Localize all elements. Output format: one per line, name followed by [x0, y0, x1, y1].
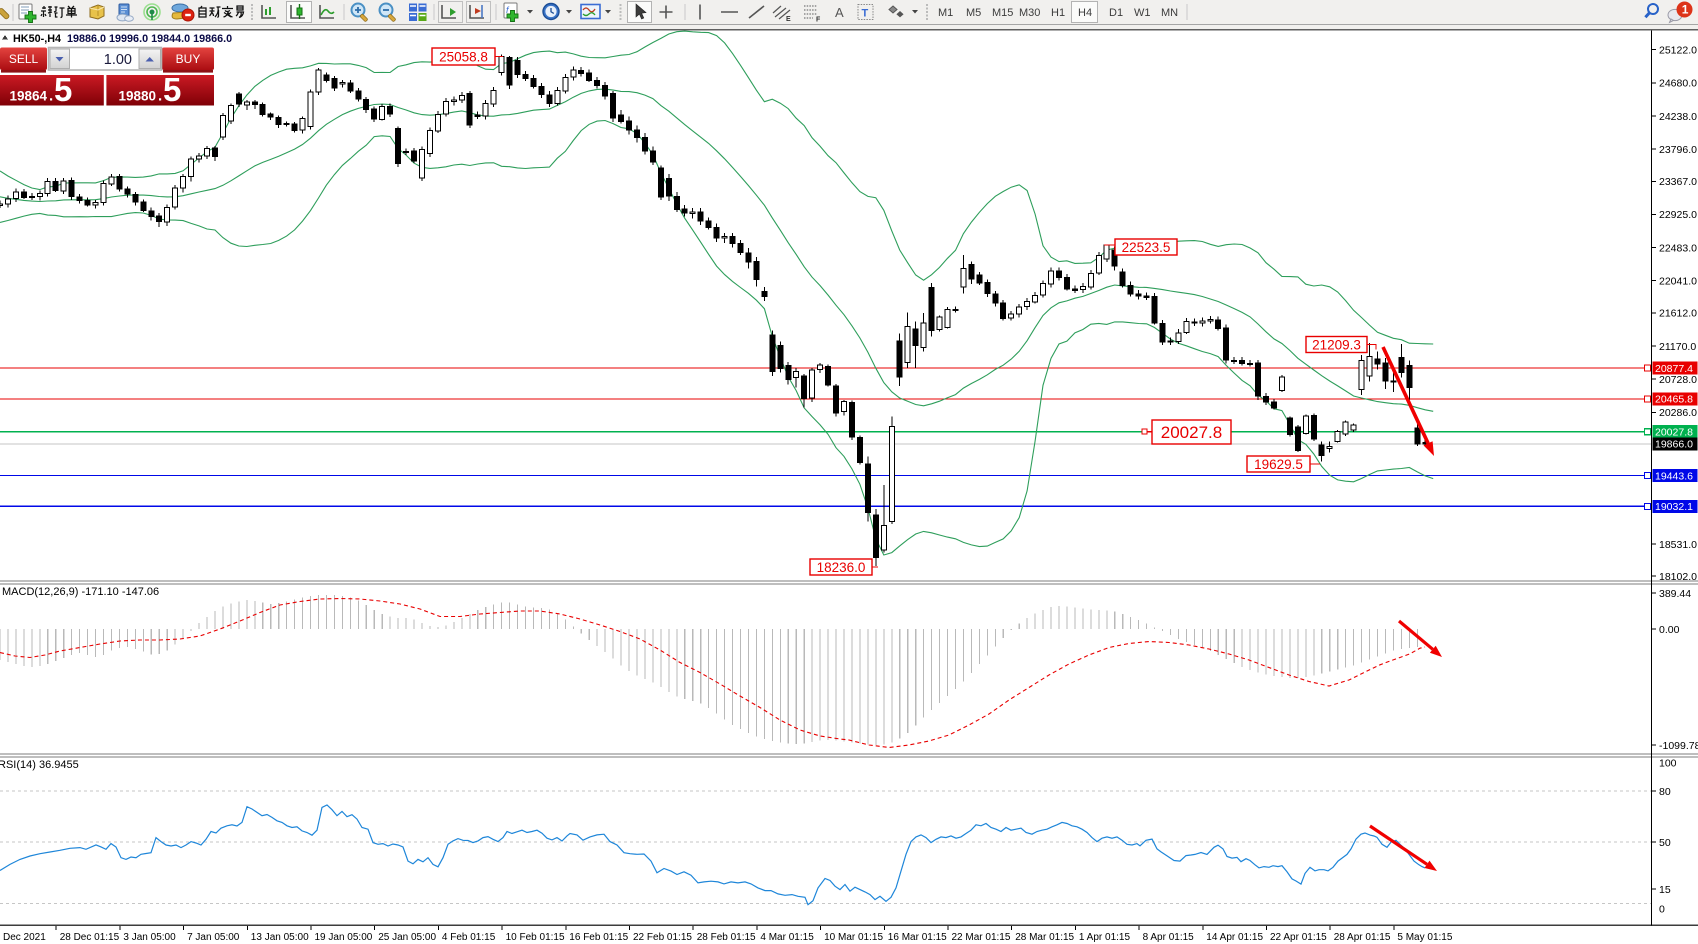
- svg-text:10 Feb 01:15: 10 Feb 01:15: [506, 932, 565, 943]
- svg-text:25122.0: 25122.0: [1659, 45, 1697, 57]
- svg-text:16 Mar 01:15: 16 Mar 01:15: [888, 932, 947, 943]
- svg-text:H1: H1: [1051, 7, 1065, 19]
- svg-text:.: .: [49, 88, 53, 105]
- svg-text:80: 80: [1659, 786, 1671, 798]
- svg-text:BUY: BUY: [176, 52, 201, 66]
- svg-text:5: 5: [163, 71, 181, 108]
- svg-text:22925.0: 22925.0: [1659, 209, 1697, 221]
- svg-text:14 Apr 01:15: 14 Apr 01:15: [1206, 932, 1263, 943]
- svg-text:19880: 19880: [118, 89, 156, 104]
- svg-text:28 Feb 01:15: 28 Feb 01:15: [697, 932, 756, 943]
- svg-text:M5: M5: [966, 7, 981, 19]
- svg-text:20728.0: 20728.0: [1659, 374, 1697, 386]
- svg-text:18236.0: 18236.0: [817, 560, 866, 575]
- svg-text:23367.0: 23367.0: [1659, 176, 1697, 188]
- svg-text:5 May 01:15: 5 May 01:15: [1397, 932, 1452, 943]
- svg-text:23796.0: 23796.0: [1659, 144, 1697, 156]
- svg-text:20027.8: 20027.8: [1655, 427, 1693, 439]
- svg-text:MACD(12,26,9) -171.10 -147.06: MACD(12,26,9) -171.10 -147.06: [2, 586, 159, 598]
- svg-text:21209.3: 21209.3: [1312, 337, 1361, 352]
- svg-text:1.00: 1.00: [104, 52, 132, 68]
- svg-text:28 Dec 01:15: 28 Dec 01:15: [60, 932, 120, 943]
- svg-text:M30: M30: [1019, 7, 1040, 19]
- svg-text:25 Jan 05:00: 25 Jan 05:00: [378, 932, 436, 943]
- svg-text:13 Jan 05:00: 13 Jan 05:00: [251, 932, 309, 943]
- svg-text:20286.0: 20286.0: [1659, 407, 1697, 419]
- svg-text:SELL: SELL: [9, 52, 39, 66]
- svg-text:0: 0: [1659, 904, 1665, 916]
- svg-text:M1: M1: [938, 7, 953, 19]
- svg-text:389.44: 389.44: [1659, 588, 1691, 600]
- svg-text:19629.5: 19629.5: [1254, 457, 1303, 472]
- svg-text:MN: MN: [1161, 7, 1178, 19]
- svg-text:5: 5: [54, 71, 72, 108]
- svg-text:19866.0: 19866.0: [1655, 439, 1693, 451]
- svg-text:19443.6: 19443.6: [1655, 470, 1693, 482]
- svg-text:28 Mar 01:15: 28 Mar 01:15: [1015, 932, 1074, 943]
- svg-text:22 Mar 01:15: 22 Mar 01:15: [952, 932, 1011, 943]
- svg-text:24238.0: 24238.0: [1659, 111, 1697, 123]
- svg-text:20877.4: 20877.4: [1655, 363, 1693, 375]
- svg-text:M15: M15: [992, 7, 1013, 19]
- svg-text:RSI(14) 36.9455: RSI(14) 36.9455: [0, 759, 79, 771]
- svg-text:HK50-,H4 19886.0 19996.0 1984: HK50-,H4 19886.0 19996.0 19844.0 19866.0: [13, 33, 232, 45]
- svg-text:18531.0: 18531.0: [1659, 539, 1697, 551]
- svg-text:H4: H4: [1078, 7, 1092, 19]
- svg-text:50: 50: [1659, 837, 1671, 849]
- svg-text:21612.0: 21612.0: [1659, 308, 1697, 320]
- svg-text:1: 1: [1682, 3, 1689, 17]
- svg-text:F: F: [816, 17, 821, 24]
- svg-text:28 Apr 01:15: 28 Apr 01:15: [1334, 932, 1391, 943]
- svg-text:A: A: [835, 5, 844, 20]
- svg-text:22 Feb 01:15: 22 Feb 01:15: [633, 932, 692, 943]
- svg-text:22041.0: 22041.0: [1659, 276, 1697, 288]
- svg-text:19864: 19864: [9, 89, 47, 104]
- svg-text:21170.0: 21170.0: [1659, 341, 1696, 353]
- svg-text:f: f: [506, 5, 510, 15]
- svg-text:16 Feb 01:15: 16 Feb 01:15: [569, 932, 628, 943]
- svg-text:100: 100: [1659, 758, 1677, 770]
- svg-text:3 Jan 05:00: 3 Jan 05:00: [123, 932, 176, 943]
- svg-text:20465.8: 20465.8: [1655, 394, 1693, 406]
- svg-text:24680.0: 24680.0: [1659, 78, 1697, 90]
- svg-text:8 Apr 01:15: 8 Apr 01:15: [1143, 932, 1195, 943]
- svg-text:19032.1: 19032.1: [1655, 501, 1693, 513]
- svg-text:10 Mar 01:15: 10 Mar 01:15: [824, 932, 883, 943]
- svg-text:25058.8: 25058.8: [439, 49, 488, 64]
- svg-text:E: E: [786, 16, 791, 23]
- svg-text:0.00: 0.00: [1659, 624, 1680, 636]
- svg-text:22483.0: 22483.0: [1659, 242, 1697, 254]
- svg-text:20027.8: 20027.8: [1161, 423, 1222, 442]
- svg-text:W1: W1: [1134, 7, 1151, 19]
- svg-text:D1: D1: [1109, 7, 1123, 19]
- svg-text:-1099.78: -1099.78: [1659, 740, 1698, 752]
- svg-text:22523.5: 22523.5: [1122, 240, 1171, 255]
- svg-text:7 Jan 05:00: 7 Jan 05:00: [187, 932, 240, 943]
- svg-text:4 Feb 01:15: 4 Feb 01:15: [442, 932, 496, 943]
- svg-text:18102.0: 18102.0: [1659, 571, 1697, 583]
- svg-text:19 Jan 05:00: 19 Jan 05:00: [315, 932, 373, 943]
- svg-text:1 Apr 01:15: 1 Apr 01:15: [1079, 932, 1131, 943]
- svg-text:T: T: [862, 8, 869, 20]
- svg-text:15: 15: [1659, 884, 1671, 896]
- svg-text:.: .: [158, 88, 162, 105]
- svg-text:22 Apr 01:15: 22 Apr 01:15: [1270, 932, 1327, 943]
- svg-text:Dec 2021: Dec 2021: [3, 932, 46, 943]
- svg-text:4 Mar 01:15: 4 Mar 01:15: [760, 932, 814, 943]
